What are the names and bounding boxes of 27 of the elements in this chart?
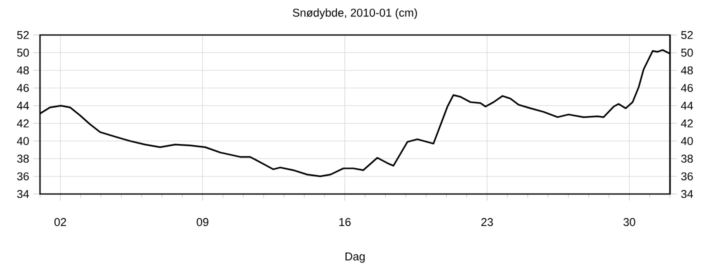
- y-tick-label: 36: [17, 172, 29, 180]
- y2-tick-label: 44: [680, 102, 694, 110]
- x-tick-label: 30: [623, 218, 636, 226]
- y-tick-label: 34: [17, 190, 29, 198]
- x-tick-label: 23: [481, 218, 493, 226]
- y2-tick-label: 46: [680, 84, 693, 92]
- y-tick-label: 50: [17, 48, 29, 57]
- y-tick-label: 38: [17, 154, 29, 163]
- x-tick-label: 16: [339, 218, 351, 226]
- chart-title: Snødybde, 2010-01 (cm): [292, 8, 417, 19]
- x-axis-title: Dag: [346, 252, 365, 263]
- y-tick-label: 46: [16, 84, 29, 92]
- y-tick-label: 48: [16, 66, 29, 74]
- y-tick-label: 42: [16, 119, 29, 128]
- y2-tick-label: 42: [680, 119, 693, 128]
- y2-tick-label: 48: [680, 66, 693, 74]
- y-tick-label: 44: [16, 102, 29, 110]
- y2-tick-label: 52: [681, 31, 693, 40]
- y2-tick-label: 40: [680, 137, 693, 146]
- y2-tick-label: 50: [681, 48, 693, 57]
- y-tick-label: 40: [16, 137, 29, 146]
- y-tick-label: 52: [17, 31, 29, 40]
- x-tick-label: 02: [54, 218, 66, 226]
- x-tick-label: 09: [196, 218, 208, 226]
- y2-tick-label: 38: [681, 154, 693, 163]
- y2-tick-label: 34: [681, 190, 694, 198]
- y2-tick-label: 36: [681, 172, 693, 180]
